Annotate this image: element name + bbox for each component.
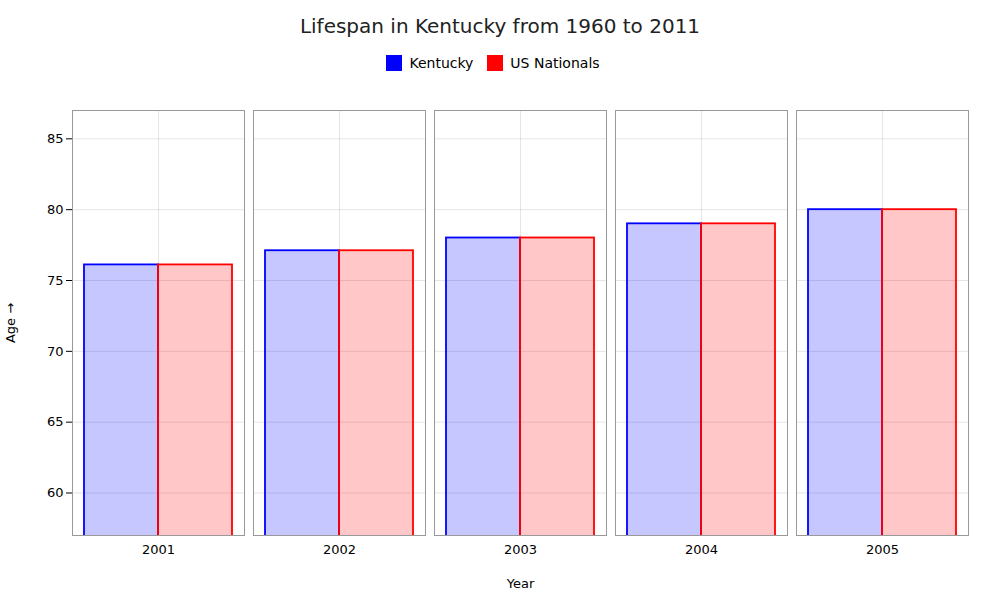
- svg-text:60: 60: [47, 485, 64, 500]
- svg-text:Year: Year: [506, 576, 535, 591]
- svg-text:75: 75: [47, 273, 64, 288]
- svg-text:2004: 2004: [685, 542, 718, 557]
- svg-text:2001: 2001: [142, 542, 175, 557]
- html-text:Lifespan in Kentucky from 1960: Lifespan in Kentucky from 1960 to 2011: [299, 14, 701, 38]
- svg-text:70: 70: [47, 343, 64, 358]
- svg-text:65: 65: [47, 414, 64, 429]
- svg-text:2005: 2005: [866, 542, 899, 557]
- svg-text:2002: 2002: [323, 542, 356, 557]
- html-text:US Nationals: US Nationals: [510, 54, 600, 71]
- svg-text:80: 80: [47, 202, 64, 217]
- svg-text:Age →: Age →: [3, 303, 18, 343]
- svg-text:2003: 2003: [504, 542, 537, 557]
- svg-text:85: 85: [47, 131, 64, 146]
- html-text:Kentucky: Kentucky: [409, 54, 474, 71]
